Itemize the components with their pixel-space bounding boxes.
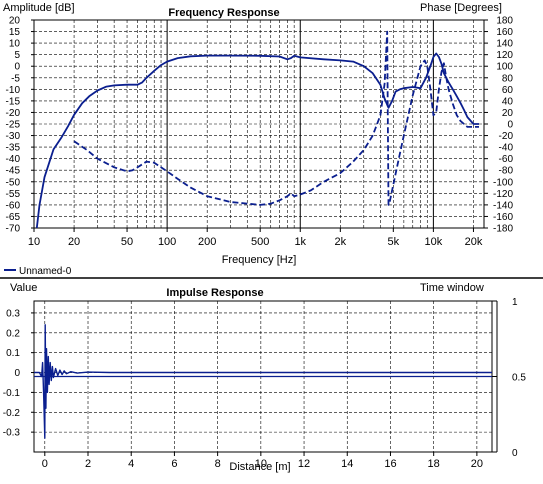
impulse-trace (34, 324, 492, 439)
impulse-response-chart: 0.3 0.2 0.1 0 -0.1 -0.2 -0.3 1 0.5 0 0 2 4 6 8 10 12 14 16… (3, 282, 527, 473)
y-tick-label-left: -0.1 (3, 388, 21, 399)
y-tick-label-left: 0 (14, 368, 20, 379)
distance-axis-label: Distance [m] (229, 461, 290, 473)
y-tick-label-left: -15 (6, 96, 21, 107)
y-tick-label-left: 0.1 (6, 348, 20, 359)
x-tick-label: 4 (128, 458, 134, 470)
y-tick-label-left: -25 (6, 120, 21, 131)
value-axis-label: Value (10, 282, 37, 294)
x-tick-label: 2 (85, 458, 91, 470)
y-tick-label-left: -0.3 (3, 428, 21, 439)
y-tick-label-left: -60 (6, 200, 21, 211)
x-tick-label: 0 (42, 458, 48, 470)
y-tick-label-right: -160 (493, 212, 513, 223)
y-tick-label-left: 5 (14, 50, 20, 61)
y-tick-label-left: 10 (9, 39, 21, 50)
x-tick-label: 16 (384, 458, 396, 470)
x-tick-label: 18 (428, 458, 440, 470)
x-tick-label: 14 (341, 458, 353, 470)
x-tick-label: 2k (335, 236, 347, 248)
y-tick-label-left: 0 (14, 62, 20, 73)
y-tick-label-right: 140 (496, 39, 513, 50)
x-tick-label: 20 (471, 458, 483, 470)
x-tick-label: 20k (465, 236, 483, 248)
frequency-response-chart: 20151050-5-10-15-20-25-30-35-40-45-50-55… (3, 2, 513, 266)
y-tick-label-right: -180 (493, 224, 513, 235)
y-tick-label-left: -55 (6, 189, 21, 200)
x-tick-label: 1k (294, 236, 306, 248)
y-tick-label-right: -20 (499, 131, 514, 142)
x-tick-label: 100 (158, 236, 176, 248)
y-tick-label-right: -120 (493, 189, 513, 200)
y-tick-label-right: 80 (502, 73, 514, 84)
y-tick-label-left: -65 (6, 212, 21, 223)
x-tick-label: 12 (298, 458, 310, 470)
x-tick-label: 6 (171, 458, 177, 470)
y-tick-label-right: -40 (499, 143, 514, 154)
y-tick-label-right: 0 (507, 120, 513, 131)
y-tick-label-right: 180 (496, 16, 513, 27)
y-tick-label-right: 1 (512, 297, 518, 308)
y-tick-label-right: -100 (493, 177, 513, 188)
y-tick-label-left: -5 (11, 73, 20, 84)
x-tick-label: 500 (251, 236, 269, 248)
y-tick-label-left: 0.3 (6, 308, 20, 319)
y-tick-label-right: 160 (496, 27, 513, 38)
impulse-response-title: Impulse Response (166, 287, 263, 299)
y-tick-label-right: 60 (502, 85, 514, 96)
y-tick-label-right: 20 (502, 108, 514, 119)
x-tick-label: 5k (387, 236, 399, 248)
y-tick-label-left: -70 (6, 224, 21, 235)
phase-axis-label: Phase [Degrees] (420, 2, 502, 14)
amplitude-trace (35, 52, 479, 228)
legend: Unnamed-0 (4, 266, 72, 277)
x-tick-label: 20 (68, 236, 80, 248)
x-tick-label: 50 (121, 236, 133, 248)
y-tick-label-right: -140 (493, 200, 513, 211)
x-tick-label: 10k (425, 236, 443, 248)
y-tick-label-right: -80 (499, 166, 514, 177)
y-tick-label-left: 20 (9, 16, 21, 27)
y-tick-label-left: -0.2 (3, 408, 21, 419)
x-tick-label: 10 (255, 458, 267, 470)
y-tick-label-left: -30 (6, 131, 21, 142)
y-tick-label-right: 120 (496, 50, 513, 61)
x-tick-label: 10 (28, 236, 40, 248)
frequency-axis-label: Frequency [Hz] (222, 254, 297, 266)
legend-entry: Unnamed-0 (19, 266, 72, 277)
frequency-response-title: Frequency Response (168, 7, 279, 19)
y-tick-label-left: -45 (6, 166, 21, 177)
y-tick-label-left: -50 (6, 177, 21, 188)
y-tick-label-right: 100 (496, 62, 513, 73)
y-tick-label-left: -20 (6, 108, 21, 119)
y-tick-label-right: 40 (502, 96, 514, 107)
y-tick-label-left: 0.2 (6, 328, 20, 339)
y-tick-label-left: -40 (6, 154, 21, 165)
y-tick-label-left: -35 (6, 143, 21, 154)
y-tick-label-right: 0 (512, 448, 518, 459)
amplitude-axis-label: Amplitude [dB] (3, 2, 75, 14)
y-tick-label-left: 15 (9, 27, 21, 38)
time-window-axis-label: Time window (420, 282, 484, 294)
y-tick-label-right: 0.5 (512, 373, 526, 384)
x-tick-label: 8 (215, 458, 221, 470)
phase-trace (73, 30, 479, 206)
y-tick-label-left: -10 (6, 85, 21, 96)
y-tick-label-right: -60 (499, 154, 514, 165)
x-tick-label: 200 (198, 236, 216, 248)
